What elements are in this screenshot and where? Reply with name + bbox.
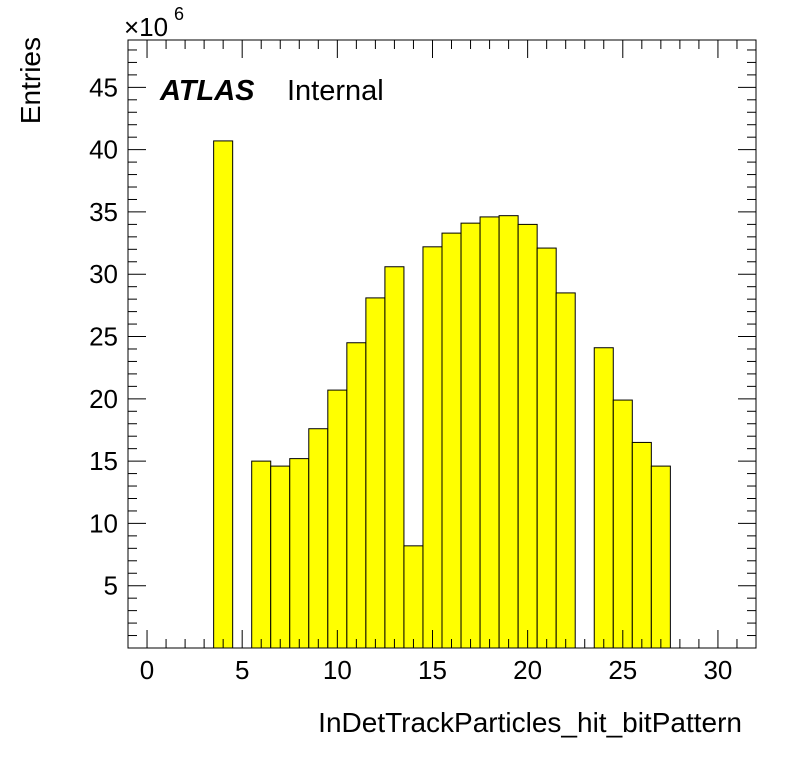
histogram-bar [460,222,481,649]
histogram-bar [593,347,614,649]
x-tick-label: 30 [703,655,732,685]
y-tick-label: 10 [89,508,118,538]
histogram-bar [403,545,424,649]
histogram-bar [441,232,462,649]
y-axis-label: Entries [15,37,46,124]
y-tick-label: 20 [89,384,118,414]
histogram-bar [422,246,443,649]
histogram-bar [289,458,310,649]
y-tick-label: 45 [89,72,118,102]
x-tick-label: 5 [235,655,249,685]
y-tick-label: 30 [89,259,118,289]
atlas-status-label: Internal [287,75,384,107]
y-tick-label: 25 [89,322,118,352]
plot-frame [127,39,757,649]
axis-tick-labels: 0 5 10 15 20 25 30 5 10 15 20 25 30 35 40 45 [89,72,732,685]
histogram-bars [213,140,671,649]
x-tick-label: 10 [323,655,352,685]
y-tick-label: 5 [104,571,118,601]
y-axis-multiplier: ×10 [124,12,168,42]
x-axis-label: InDetTrackParticles_hit_bitPattern [318,707,742,738]
histogram-bar [213,140,234,649]
histogram-bar [327,389,348,649]
x-tick-label: 15 [418,655,447,685]
histogram-bar [346,342,367,649]
histogram-bar [251,460,272,649]
histogram-bar [536,247,557,649]
x-tick-label: 20 [513,655,542,685]
axis-ticks [127,40,757,648]
histogram-bar [308,428,329,649]
histogram-bar [612,399,633,649]
histogram-bar [650,465,671,649]
y-tick-label: 40 [89,135,118,165]
histogram-bar [517,223,538,649]
y-tick-label: 35 [89,197,118,227]
histogram-bar [270,465,291,649]
y-tick-label: 15 [89,446,118,476]
x-tick-label: 25 [608,655,637,685]
histogram-bar [365,297,386,649]
histogram-bar [498,215,519,649]
histogram-bar [384,266,405,649]
x-tick-label: 0 [140,655,154,685]
histogram-bar [479,216,500,649]
y-axis-multiplier-exponent: 6 [174,4,184,24]
atlas-label: ATLAS [159,75,255,107]
histogram-bar [631,441,652,649]
histogram-bar [555,292,576,649]
